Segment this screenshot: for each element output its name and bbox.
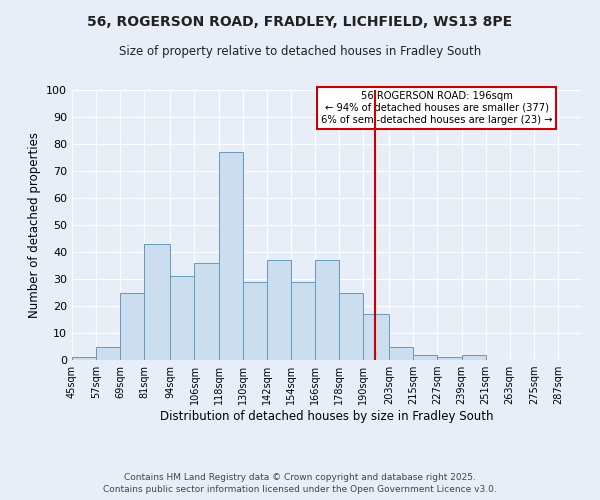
Text: 56 ROGERSON ROAD: 196sqm
← 94% of detached houses are smaller (377)
6% of semi-d: 56 ROGERSON ROAD: 196sqm ← 94% of detach… bbox=[321, 92, 553, 124]
Bar bbox=[170, 276, 194, 360]
Text: 56, ROGERSON ROAD, FRADLEY, LICHFIELD, WS13 8PE: 56, ROGERSON ROAD, FRADLEY, LICHFIELD, W… bbox=[88, 15, 512, 29]
Bar bbox=[413, 354, 437, 360]
Bar bbox=[96, 346, 120, 360]
Bar bbox=[315, 260, 339, 360]
Bar bbox=[291, 282, 315, 360]
Bar bbox=[218, 152, 242, 360]
Bar bbox=[437, 358, 461, 360]
Text: Contains HM Land Registry data © Crown copyright and database right 2025.: Contains HM Land Registry data © Crown c… bbox=[124, 472, 476, 482]
X-axis label: Distribution of detached houses by size in Fradley South: Distribution of detached houses by size … bbox=[160, 410, 494, 423]
Bar bbox=[461, 354, 485, 360]
Text: Size of property relative to detached houses in Fradley South: Size of property relative to detached ho… bbox=[119, 45, 481, 58]
Y-axis label: Number of detached properties: Number of detached properties bbox=[28, 132, 41, 318]
Bar bbox=[120, 292, 144, 360]
Bar bbox=[339, 292, 363, 360]
Bar bbox=[389, 346, 413, 360]
Bar bbox=[363, 314, 389, 360]
Text: Contains public sector information licensed under the Open Government Licence v3: Contains public sector information licen… bbox=[103, 485, 497, 494]
Bar bbox=[72, 358, 96, 360]
Bar bbox=[242, 282, 267, 360]
Bar bbox=[267, 260, 291, 360]
Bar bbox=[194, 263, 218, 360]
Bar bbox=[144, 244, 170, 360]
